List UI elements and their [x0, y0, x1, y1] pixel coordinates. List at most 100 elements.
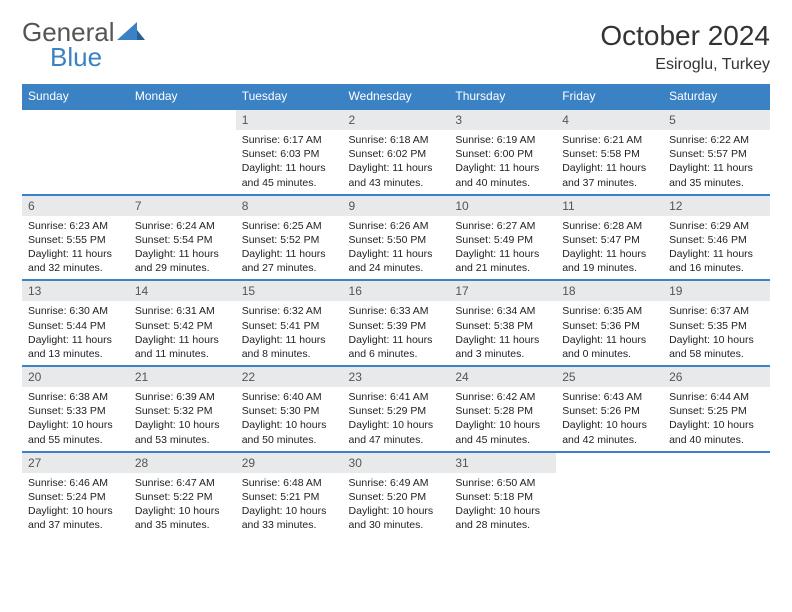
calendar-week-row: 6Sunrise: 6:23 AMSunset: 5:55 PMDaylight…	[22, 194, 770, 280]
day-details: Sunrise: 6:47 AMSunset: 5:22 PMDaylight:…	[129, 473, 236, 537]
calendar-cell: 6Sunrise: 6:23 AMSunset: 5:55 PMDaylight…	[22, 194, 129, 280]
day-details: Sunrise: 6:29 AMSunset: 5:46 PMDaylight:…	[663, 216, 770, 280]
day-number: 29	[236, 453, 343, 473]
day-details: Sunrise: 6:39 AMSunset: 5:32 PMDaylight:…	[129, 387, 236, 451]
calendar-cell: 27Sunrise: 6:46 AMSunset: 5:24 PMDayligh…	[22, 451, 129, 537]
calendar-cell: 18Sunrise: 6:35 AMSunset: 5:36 PMDayligh…	[556, 279, 663, 365]
calendar-week-row: 20Sunrise: 6:38 AMSunset: 5:33 PMDayligh…	[22, 365, 770, 451]
day-details: Sunrise: 6:28 AMSunset: 5:47 PMDaylight:…	[556, 216, 663, 280]
calendar-cell: 13Sunrise: 6:30 AMSunset: 5:44 PMDayligh…	[22, 279, 129, 365]
day-number: 17	[449, 281, 556, 301]
day-details: Sunrise: 6:35 AMSunset: 5:36 PMDaylight:…	[556, 301, 663, 365]
day-details: Sunrise: 6:22 AMSunset: 5:57 PMDaylight:…	[663, 130, 770, 194]
calendar-week-row: 27Sunrise: 6:46 AMSunset: 5:24 PMDayligh…	[22, 451, 770, 537]
day-number: 9	[343, 196, 450, 216]
day-number: 18	[556, 281, 663, 301]
day-number: 11	[556, 196, 663, 216]
day-details: Sunrise: 6:41 AMSunset: 5:29 PMDaylight:…	[343, 387, 450, 451]
day-number: 14	[129, 281, 236, 301]
calendar-cell: 15Sunrise: 6:32 AMSunset: 5:41 PMDayligh…	[236, 279, 343, 365]
day-details: Sunrise: 6:30 AMSunset: 5:44 PMDaylight:…	[22, 301, 129, 365]
day-details: Sunrise: 6:32 AMSunset: 5:41 PMDaylight:…	[236, 301, 343, 365]
day-details: Sunrise: 6:43 AMSunset: 5:26 PMDaylight:…	[556, 387, 663, 451]
logo-triangle-icon	[117, 20, 145, 47]
calendar-cell: 3Sunrise: 6:19 AMSunset: 6:00 PMDaylight…	[449, 108, 556, 194]
day-details: Sunrise: 6:48 AMSunset: 5:21 PMDaylight:…	[236, 473, 343, 537]
calendar-cell: 22Sunrise: 6:40 AMSunset: 5:30 PMDayligh…	[236, 365, 343, 451]
day-details: Sunrise: 6:34 AMSunset: 5:38 PMDaylight:…	[449, 301, 556, 365]
day-details: Sunrise: 6:37 AMSunset: 5:35 PMDaylight:…	[663, 301, 770, 365]
calendar-cell: 28Sunrise: 6:47 AMSunset: 5:22 PMDayligh…	[129, 451, 236, 537]
calendar-week-row: 1Sunrise: 6:17 AMSunset: 6:03 PMDaylight…	[22, 108, 770, 194]
day-number: 26	[663, 367, 770, 387]
day-number: 7	[129, 196, 236, 216]
header: General Blue October 2024 Esiroglu, Turk…	[22, 20, 770, 74]
day-number: 4	[556, 110, 663, 130]
calendar-cell: 26Sunrise: 6:44 AMSunset: 5:25 PMDayligh…	[663, 365, 770, 451]
day-details: Sunrise: 6:31 AMSunset: 5:42 PMDaylight:…	[129, 301, 236, 365]
calendar-cell: 31Sunrise: 6:50 AMSunset: 5:18 PMDayligh…	[449, 451, 556, 537]
weekday-header: Monday	[129, 84, 236, 108]
day-details: Sunrise: 6:23 AMSunset: 5:55 PMDaylight:…	[22, 216, 129, 280]
weekday-header: Sunday	[22, 84, 129, 108]
calendar-table: SundayMondayTuesdayWednesdayThursdayFrid…	[22, 84, 770, 536]
title-block: October 2024 Esiroglu, Turkey	[600, 20, 770, 74]
calendar-cell: 4Sunrise: 6:21 AMSunset: 5:58 PMDaylight…	[556, 108, 663, 194]
day-number: 13	[22, 281, 129, 301]
calendar-cell: 29Sunrise: 6:48 AMSunset: 5:21 PMDayligh…	[236, 451, 343, 537]
day-number: 27	[22, 453, 129, 473]
day-details: Sunrise: 6:27 AMSunset: 5:49 PMDaylight:…	[449, 216, 556, 280]
month-title: October 2024	[600, 20, 770, 52]
day-number: 6	[22, 196, 129, 216]
day-number: 2	[343, 110, 450, 130]
day-details: Sunrise: 6:25 AMSunset: 5:52 PMDaylight:…	[236, 216, 343, 280]
calendar-cell: 14Sunrise: 6:31 AMSunset: 5:42 PMDayligh…	[129, 279, 236, 365]
calendar-cell: 23Sunrise: 6:41 AMSunset: 5:29 PMDayligh…	[343, 365, 450, 451]
day-details: Sunrise: 6:33 AMSunset: 5:39 PMDaylight:…	[343, 301, 450, 365]
day-details: Sunrise: 6:17 AMSunset: 6:03 PMDaylight:…	[236, 130, 343, 194]
day-number: 30	[343, 453, 450, 473]
calendar-week-row: 13Sunrise: 6:30 AMSunset: 5:44 PMDayligh…	[22, 279, 770, 365]
calendar-cell: 11Sunrise: 6:28 AMSunset: 5:47 PMDayligh…	[556, 194, 663, 280]
calendar-cell: 21Sunrise: 6:39 AMSunset: 5:32 PMDayligh…	[129, 365, 236, 451]
calendar-cell: 17Sunrise: 6:34 AMSunset: 5:38 PMDayligh…	[449, 279, 556, 365]
calendar-cell: 19Sunrise: 6:37 AMSunset: 5:35 PMDayligh…	[663, 279, 770, 365]
day-details: Sunrise: 6:40 AMSunset: 5:30 PMDaylight:…	[236, 387, 343, 451]
weekday-header: Thursday	[449, 84, 556, 108]
calendar-cell: 8Sunrise: 6:25 AMSunset: 5:52 PMDaylight…	[236, 194, 343, 280]
day-number: 31	[449, 453, 556, 473]
calendar-cell: 2Sunrise: 6:18 AMSunset: 6:02 PMDaylight…	[343, 108, 450, 194]
day-details: Sunrise: 6:24 AMSunset: 5:54 PMDaylight:…	[129, 216, 236, 280]
calendar-cell	[22, 108, 129, 194]
calendar-cell	[556, 451, 663, 537]
day-number: 23	[343, 367, 450, 387]
calendar-cell: 7Sunrise: 6:24 AMSunset: 5:54 PMDaylight…	[129, 194, 236, 280]
day-number: 8	[236, 196, 343, 216]
calendar-cell: 16Sunrise: 6:33 AMSunset: 5:39 PMDayligh…	[343, 279, 450, 365]
day-number: 22	[236, 367, 343, 387]
calendar-cell: 25Sunrise: 6:43 AMSunset: 5:26 PMDayligh…	[556, 365, 663, 451]
calendar-cell	[129, 108, 236, 194]
day-details: Sunrise: 6:50 AMSunset: 5:18 PMDaylight:…	[449, 473, 556, 537]
day-number: 10	[449, 196, 556, 216]
calendar-cell	[663, 451, 770, 537]
day-number: 3	[449, 110, 556, 130]
day-number: 16	[343, 281, 450, 301]
day-number: 28	[129, 453, 236, 473]
calendar-cell: 20Sunrise: 6:38 AMSunset: 5:33 PMDayligh…	[22, 365, 129, 451]
day-details: Sunrise: 6:21 AMSunset: 5:58 PMDaylight:…	[556, 130, 663, 194]
logo-text-blue: Blue	[22, 42, 102, 72]
day-number: 5	[663, 110, 770, 130]
weekday-header: Friday	[556, 84, 663, 108]
calendar-body: 1Sunrise: 6:17 AMSunset: 6:03 PMDaylight…	[22, 108, 770, 536]
calendar-cell: 5Sunrise: 6:22 AMSunset: 5:57 PMDaylight…	[663, 108, 770, 194]
calendar-header-row: SundayMondayTuesdayWednesdayThursdayFrid…	[22, 84, 770, 108]
day-number: 1	[236, 110, 343, 130]
day-details: Sunrise: 6:49 AMSunset: 5:20 PMDaylight:…	[343, 473, 450, 537]
calendar-cell: 30Sunrise: 6:49 AMSunset: 5:20 PMDayligh…	[343, 451, 450, 537]
weekday-header: Saturday	[663, 84, 770, 108]
day-number: 19	[663, 281, 770, 301]
calendar-cell: 12Sunrise: 6:29 AMSunset: 5:46 PMDayligh…	[663, 194, 770, 280]
calendar-cell: 9Sunrise: 6:26 AMSunset: 5:50 PMDaylight…	[343, 194, 450, 280]
day-details: Sunrise: 6:26 AMSunset: 5:50 PMDaylight:…	[343, 216, 450, 280]
